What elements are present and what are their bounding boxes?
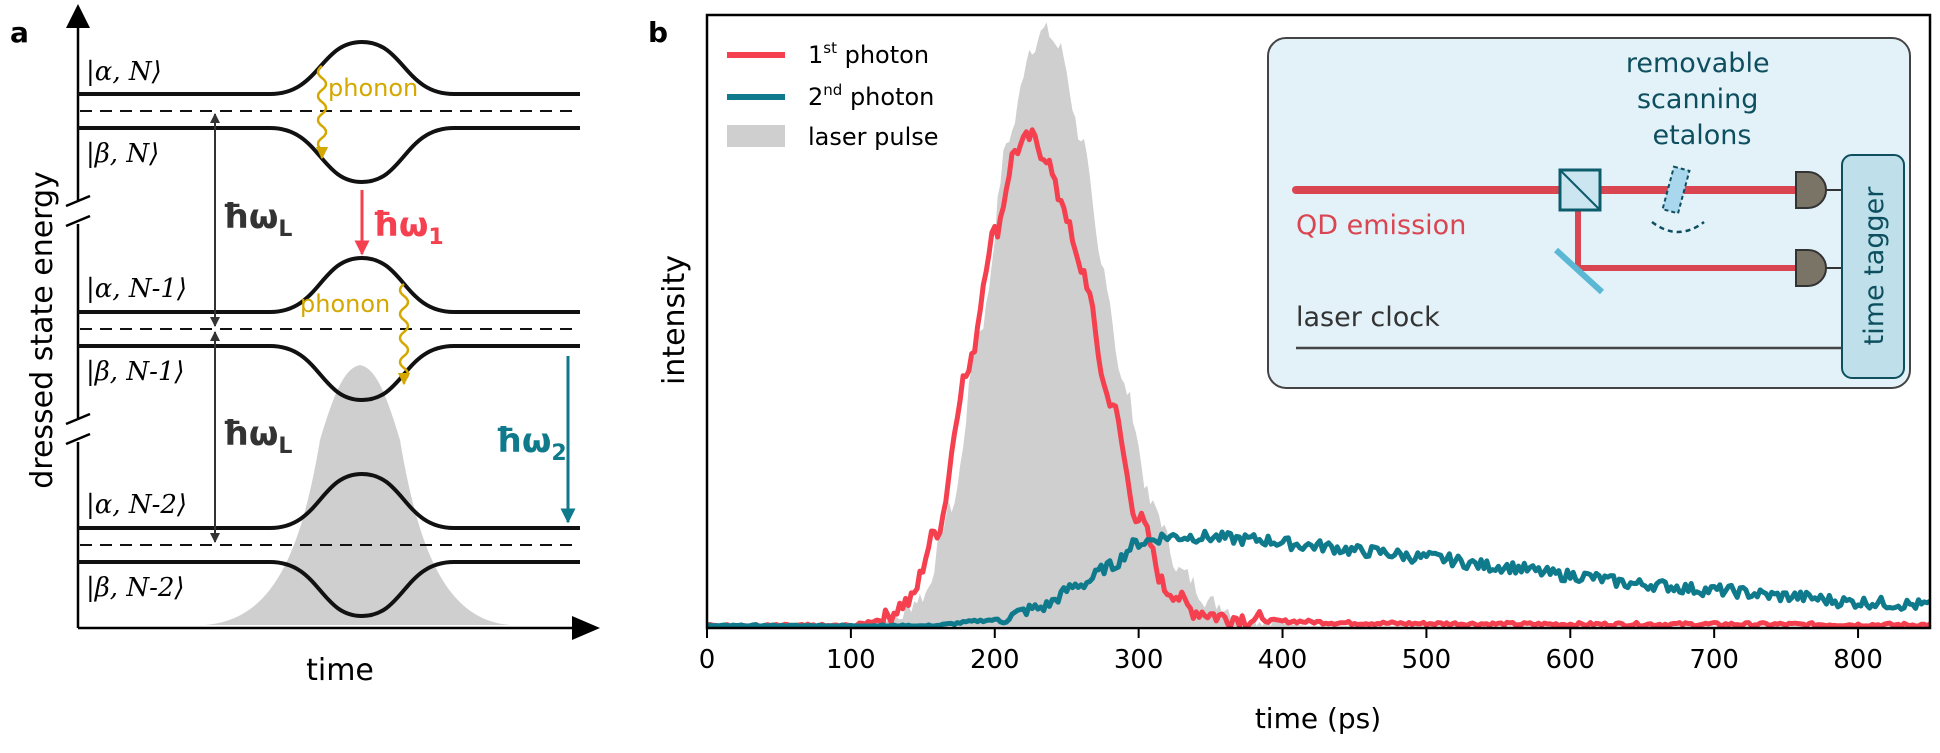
x-tick-label: 700 [1689,645,1739,675]
chart-plot-area [705,22,1932,629]
scanning-etalon [1661,165,1691,215]
state-label-beta-N: |β, N⟩ [86,139,159,169]
panel-a-levels [78,39,580,619]
level-alpha-N [78,39,580,96]
x-tick-label: 200 [970,645,1020,675]
state-label-beta-N-2: |β, N-2⟩ [86,573,185,603]
chart-legend: 1st photon 2nd photon laser pulse [727,39,939,151]
level-beta-N-1 [78,344,580,403]
photon-2-label: ħω2 [495,421,567,466]
panel-b-letter: b [648,16,668,49]
level-alpha-N-2 [78,471,580,530]
x-tick-label: 600 [1545,645,1595,675]
legend-label-laser: laser pulse [808,123,939,151]
legend-swatch-laser [727,125,785,147]
legend-label-photon2: 2nd photon [808,81,934,111]
setup-inset: removable scanning etalons laser clock Q… [1267,37,1911,389]
laser-energy-label-1: ħωL [222,197,292,242]
etalon-motion-arrow [1651,221,1705,234]
series-second-photon [706,528,1932,629]
chart-xlabel: time (ps) [1255,702,1381,735]
phonon-label-2: phonon [300,290,390,318]
detector-2 [1795,249,1827,287]
phonon-label-1: phonon [328,74,418,102]
x-tick-label: 400 [1258,645,1308,675]
x-tick-label: 300 [1114,645,1164,675]
x-tick-label: 100 [826,645,876,675]
phonon-arrow-2 [397,283,411,386]
panel-a-ylabel: dressed state energy [25,171,60,489]
etalon-title: removable scanning etalons [1626,48,1778,151]
x-tick-label: 800 [1833,645,1883,675]
laser-energy-label-2: ħωL [222,414,292,459]
level-beta-N-2 [78,560,580,619]
chart-frame [705,13,1932,630]
panel-a-laser-pulse [205,365,510,625]
series-first-photon [705,127,1932,629]
panel-a-x-arrow [572,616,600,640]
setup-inset-box [1267,37,1911,389]
panel-a-y-arrow [66,4,90,28]
panel-a-letter: a [10,16,29,49]
time-tagger-box [1841,154,1905,379]
state-label-beta-N-1: |β, N-1⟩ [86,357,185,387]
photon-1-label: ħω1 [372,205,444,250]
level-alpha-N-1 [78,255,580,314]
panel-a-xlabel: time [306,653,374,688]
chart-x-ticks: 0 100 200 300 400 500 600 700 800 [699,628,1883,675]
panel-a-bare-levels [80,110,580,546]
mirror [1553,247,1605,295]
qd-emission-label: QD emission [1296,210,1466,241]
legend-label-photon1: 1st photon [808,39,929,69]
x-tick-label: 0 [699,645,716,675]
detector-1 [1795,171,1827,209]
x-tick-label: 500 [1402,645,1452,675]
phonon-arrow-1 [315,65,329,160]
panel-a-axis-break-1 [65,194,91,228]
series-laser-pulse [707,22,1930,626]
panel-b-ylabel: intensity [657,255,692,385]
beam-splitter-diagonal [1559,169,1601,211]
state-label-alpha-N: |α, N⟩ [86,57,162,87]
level-beta-N [78,126,580,185]
state-label-alpha-N-2: |α, N-2⟩ [86,490,187,520]
time-tagger-label: time tagger [1859,186,1890,346]
state-label-alpha-N-1: |α, N-1⟩ [86,274,187,304]
panel-a-axis-break-2 [65,412,91,446]
laser-clock-label: laser clock [1296,302,1440,333]
